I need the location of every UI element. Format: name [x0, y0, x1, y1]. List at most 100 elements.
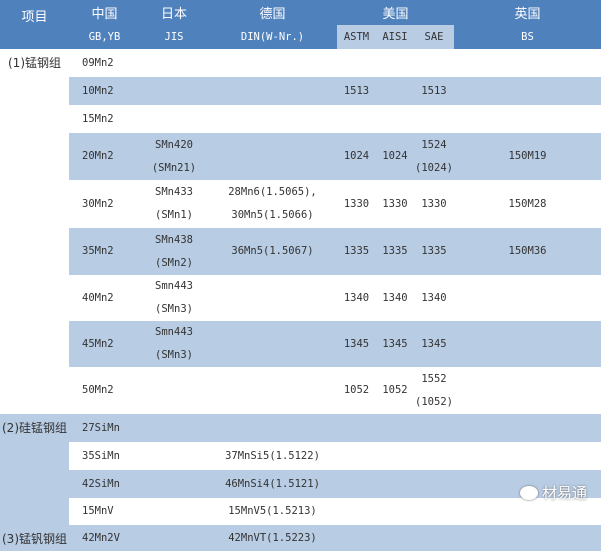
cell-astm: 1330 — [343, 197, 370, 210]
table-row: 40Mn2 Smn443 (SMn3) 1340 1340 1340 — [0, 275, 601, 321]
cell-aisi: 1340 — [382, 291, 408, 304]
header-china-std: GB,YB — [69, 25, 140, 49]
cell-cn: 15MnV — [82, 505, 114, 517]
cell-astm: 1345 — [337, 321, 376, 367]
cell-aisi: 1345 — [376, 321, 414, 367]
cell-sae — [414, 414, 454, 442]
cell-astm — [337, 525, 376, 551]
cell-sae: 1345 — [414, 321, 454, 367]
table-row: 45Mn2 Smn443 (SMn3) 1345 1345 1345 — [0, 321, 601, 367]
cell-cn: 30Mn2 — [82, 197, 114, 210]
cell-jp — [140, 367, 208, 414]
cell-aisi — [376, 442, 414, 470]
cell-de: 28Mn6(1.5065), 30Mn5(1.5066) — [228, 186, 317, 221]
cell-cn: 50Mn2 — [82, 384, 114, 396]
group-label: (1)锰钢组 — [8, 56, 61, 70]
table-row: (3)锰钒钢组 42Mn2V 42MnVT(1.5223) — [0, 525, 601, 551]
cell-cn: 42Mn2V — [69, 525, 140, 551]
cell-astm — [337, 49, 376, 77]
cell-cn: 27SiMn — [69, 414, 140, 442]
cell-bs — [454, 525, 601, 551]
cell-de — [208, 367, 337, 414]
watermark: 材易通 — [519, 482, 587, 503]
cell-de — [208, 133, 337, 180]
cell-astm: 1335 — [337, 228, 376, 275]
cell-astm: 1513 — [337, 77, 376, 105]
cell-sae — [414, 470, 454, 498]
header-usa: 美国 — [337, 0, 454, 25]
cell-de — [208, 275, 337, 321]
cell-de — [208, 414, 337, 442]
cell-bs: 150M36 — [454, 228, 601, 275]
wechat-icon — [519, 485, 538, 500]
cell-astm — [337, 470, 376, 498]
cell-de: 46MnSi4(1.5121) — [208, 470, 337, 498]
table-row: (2)硅锰钢组 27SiMn — [0, 414, 601, 525]
cell-de: 37MnSi5(1.5122) — [225, 449, 320, 462]
header-sae: SAE — [414, 25, 454, 49]
header-japan: 日本 — [140, 0, 208, 25]
header-uk: 英国 — [454, 0, 601, 25]
table-row: 42SiMn 46MnSi4(1.5121) — [0, 470, 601, 498]
cell-aisi — [376, 77, 414, 105]
cell-jp — [140, 77, 208, 105]
cell-jp — [140, 49, 208, 77]
cell-jp — [140, 470, 208, 498]
cell-jp: SMn438 (SMn2) — [140, 228, 208, 275]
table-row: 35SiMn 37MnSi5(1.5122) — [0, 442, 601, 470]
cell-bs — [454, 321, 601, 367]
table-row: 15Mn2 — [0, 105, 601, 133]
cell-cn: 35Mn2 — [69, 228, 140, 275]
cell-aisi — [376, 105, 414, 133]
table-row: 10Mn2 1513 1513 — [0, 77, 601, 105]
cell-cn: 35SiMn — [82, 449, 120, 462]
cell-astm — [337, 105, 376, 133]
cell-aisi: 1330 — [382, 197, 408, 210]
cell-bs — [454, 414, 601, 442]
cell-aisi — [376, 49, 414, 77]
cell-jp — [140, 442, 208, 470]
cell-aisi: 1335 — [376, 228, 414, 275]
cell-jp — [140, 525, 208, 551]
cell-jp — [140, 498, 208, 525]
header-germany-std: DIN(W-Nr.) — [208, 25, 337, 49]
cell-sae: 1513 — [414, 77, 454, 105]
cell-astm — [337, 498, 376, 525]
cell-cn: 42SiMn — [69, 470, 140, 498]
cell-sae — [414, 498, 454, 525]
cell-jp — [140, 414, 208, 442]
cell-sae — [414, 105, 454, 133]
cell-aisi — [376, 525, 414, 551]
cell-aisi: 1052 — [382, 384, 408, 396]
cell-sae: 1330 — [421, 197, 447, 210]
cell-astm — [337, 414, 376, 442]
cell-cn: 09Mn2 — [82, 56, 114, 69]
cell-jp: SMn433 (SMn1) — [155, 186, 193, 221]
group-label: (3)锰钒钢组 — [0, 525, 69, 551]
cell-astm — [337, 442, 376, 470]
cell-de: 42MnVT(1.5223) — [208, 525, 337, 551]
header-japan-std: JIS — [140, 25, 208, 49]
header-item: 项目 — [0, 0, 69, 49]
cell-de: 15MnV5(1.5213) — [228, 505, 317, 517]
table-row: 50Mn2 1052 1052 1552 (1052) — [0, 367, 601, 414]
watermark-text: 材易通 — [541, 484, 587, 502]
table-row: 30Mn2 SMn433 (SMn1) 28Mn6(1.5065), 30Mn5(1… — [0, 180, 601, 228]
cell-aisi — [376, 414, 414, 442]
cell-bs: 150M19 — [454, 133, 601, 180]
cell-aisi: 1024 — [376, 133, 414, 180]
cell-de — [208, 49, 337, 77]
cell-de — [208, 321, 337, 367]
cell-sae — [414, 442, 454, 470]
cell-sae: 1340 — [421, 291, 447, 304]
cell-de — [208, 105, 337, 133]
cell-sae: 1524 (1024) — [414, 133, 454, 180]
cell-cn: 20Mn2 — [69, 133, 140, 180]
cell-jp: Smn443 (SMn3) — [155, 280, 193, 315]
cell-bs — [454, 105, 601, 133]
cell-cn: 45Mn2 — [69, 321, 140, 367]
header-bs: BS — [454, 25, 601, 49]
header-germany: 德国 — [208, 0, 337, 25]
group-label: (2)硅锰钢组 — [0, 414, 69, 525]
cell-astm: 1052 — [343, 384, 370, 396]
